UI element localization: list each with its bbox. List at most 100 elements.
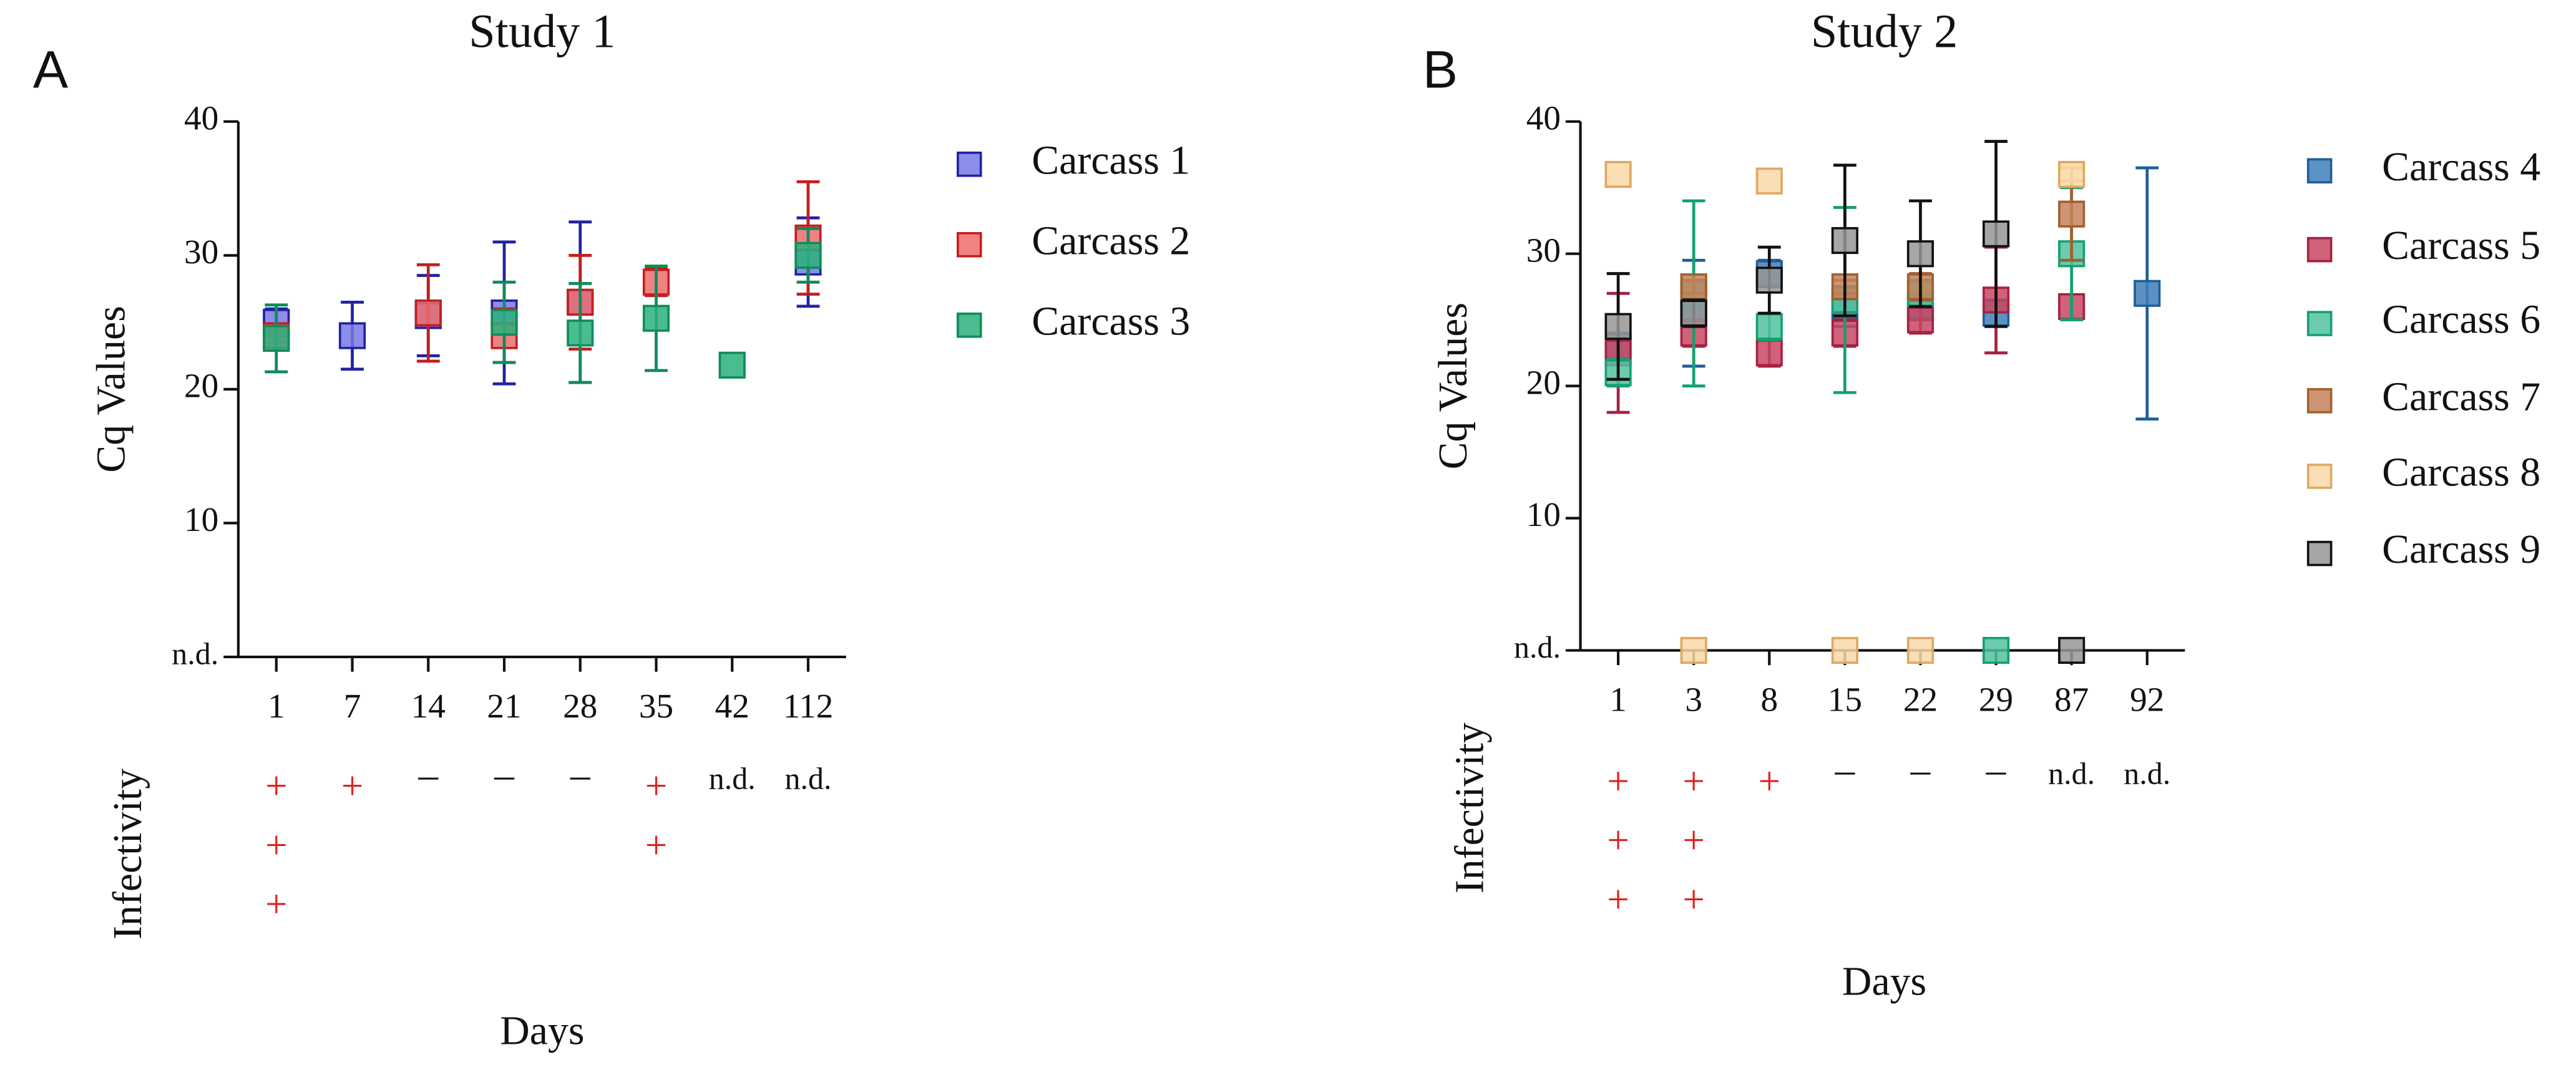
point	[490, 309, 518, 336]
legend-label: Carcass 4	[2382, 144, 2540, 190]
x-tick-label: 1	[1609, 680, 1627, 718]
infectivity-mark: +	[265, 882, 288, 926]
legend-marker	[957, 231, 982, 258]
point	[2058, 160, 2086, 188]
y-tick-label: n.d.	[1514, 630, 1561, 664]
infectivity-mark: –	[494, 752, 515, 796]
infectivity-mark: n.d.	[709, 761, 756, 796]
legend-label: Carcass 6	[2382, 297, 2540, 343]
legend-marker	[957, 151, 982, 177]
infectivity-label: Infectivity	[105, 769, 150, 940]
infectivity-mark: +	[1607, 877, 1629, 921]
legend-marker	[2306, 158, 2333, 184]
infectivity-mark: +	[265, 764, 288, 808]
x-tick-label: 15	[1828, 680, 1862, 718]
point	[1906, 240, 1934, 268]
point	[1831, 226, 1858, 255]
x-tick-label: 29	[1979, 680, 2013, 718]
point	[1604, 313, 1632, 340]
point	[1755, 313, 1783, 340]
infectivity-mark: –	[1986, 747, 2007, 791]
x-axis-label: Days	[500, 1008, 584, 1053]
legend-label: Carcass 5	[2382, 223, 2540, 268]
point	[1755, 266, 1783, 294]
x-tick-label: 28	[563, 687, 597, 725]
x-axis-label: Days	[1842, 959, 1926, 1004]
legend-marker	[2306, 388, 2333, 414]
infectivity-mark: –	[1835, 747, 1856, 791]
infectivity-mark: –	[1910, 747, 1931, 791]
axis-line	[1579, 121, 2185, 652]
legend-marker	[957, 312, 982, 338]
point	[1831, 636, 1858, 664]
x-tick-label: 22	[1903, 680, 1938, 718]
point	[1680, 636, 1707, 664]
infectivity-mark: –	[417, 752, 439, 796]
y-tick-label: 40	[184, 99, 218, 137]
infectivity-mark: +	[1758, 759, 1780, 803]
infectivity-mark: n.d.	[785, 761, 832, 796]
point	[567, 319, 594, 347]
point	[2058, 200, 2086, 228]
y-tick-label: 30	[184, 233, 218, 271]
x-tick-label: 3	[1685, 680, 1702, 718]
infectivity-mark: +	[1607, 819, 1629, 862]
point	[1982, 220, 2010, 248]
point	[1755, 339, 1783, 367]
panel-label: B	[1423, 41, 1458, 99]
y-tick-label: 20	[1526, 363, 1561, 401]
point	[1982, 636, 2010, 664]
legend-label: Carcass 7	[2382, 374, 2540, 419]
point	[414, 299, 442, 327]
point	[1906, 306, 1934, 334]
x-tick-label: 35	[639, 687, 673, 725]
x-tick-label: 8	[1760, 680, 1778, 718]
x-tick-label: 92	[2130, 680, 2164, 718]
x-tick-label: 21	[487, 687, 521, 725]
point	[642, 304, 670, 332]
infectivity-mark: +	[265, 823, 288, 867]
legend-label: Carcass 1	[1032, 137, 1190, 183]
legend-marker	[2306, 311, 2333, 336]
infectivity-mark: +	[645, 823, 668, 867]
point	[1755, 167, 1783, 195]
y-axis-label: Cq Values	[1430, 303, 1476, 469]
point	[1906, 636, 1934, 664]
infectivity-mark: n.d.	[2048, 756, 2095, 791]
infectivity-mark: –	[570, 752, 591, 796]
legend-marker	[2306, 236, 2333, 263]
point	[2058, 636, 2086, 664]
y-tick-label: 40	[1526, 99, 1561, 137]
y-tick-label: 10	[184, 500, 218, 538]
infectivity-mark: +	[1682, 819, 1705, 862]
point	[1604, 160, 1632, 188]
point	[794, 241, 822, 269]
chart-title: Study 2	[1811, 4, 1958, 57]
point	[718, 351, 746, 379]
axis-line	[237, 121, 846, 659]
point	[338, 322, 366, 349]
infectivity-mark: +	[1682, 877, 1705, 921]
y-tick-label: 30	[1526, 231, 1561, 269]
legend-label: Carcass 9	[2382, 527, 2540, 572]
legend-marker	[2306, 464, 2333, 489]
y-axis-label: Cq Values	[89, 306, 134, 472]
x-tick-label: 112	[783, 687, 834, 725]
y-tick-label: 20	[184, 367, 218, 405]
legend-marker	[2306, 540, 2333, 567]
x-tick-label: 42	[715, 687, 749, 725]
point	[1680, 299, 1707, 327]
legend-label: Carcass 8	[2382, 449, 2540, 495]
panel-label: A	[33, 41, 69, 99]
infectivity-mark: +	[1607, 759, 1629, 803]
point	[2134, 280, 2161, 307]
infectivity-label: Infectivity	[1447, 722, 1493, 893]
point	[263, 324, 290, 352]
point	[1680, 273, 1707, 301]
infectivity-mark: +	[341, 764, 364, 808]
legend-label: Carcass 2	[1032, 218, 1190, 263]
x-tick-label: 14	[411, 687, 446, 725]
infectivity-mark: +	[645, 764, 668, 808]
x-tick-label: 7	[344, 687, 361, 725]
